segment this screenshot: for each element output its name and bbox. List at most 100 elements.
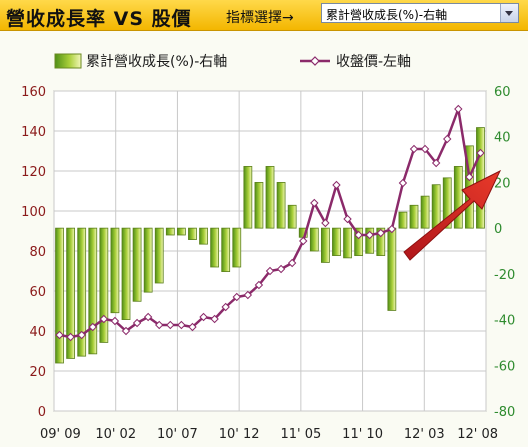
- bar-revenue-growth: [476, 127, 485, 229]
- line-point-marker: [88, 322, 97, 332]
- line-point-marker: [409, 144, 419, 154]
- x-axis-tick-label: 10' 02: [95, 427, 136, 442]
- line-point-marker: [199, 312, 208, 322]
- x-axis-tick-label: 11' 05: [280, 427, 321, 442]
- legend: 累計營收成長(%)-右軸 收盤價-左軸: [54, 53, 411, 70]
- line-point-marker: [287, 258, 297, 268]
- chevron-down-icon[interactable]: [500, 4, 518, 22]
- line-point-marker: [243, 290, 253, 300]
- bar-revenue-growth: [88, 227, 98, 355]
- bar-revenue-growth: [154, 227, 164, 284]
- bar-revenue-growth: [365, 227, 375, 254]
- x-axis-tick-label: 12' 03: [404, 427, 445, 442]
- right-axis-tick-label: 20: [494, 176, 511, 191]
- line-point-marker: [121, 326, 131, 336]
- bar-revenue-growth: [66, 227, 76, 359]
- x-axis-tick-label: 10' 12: [219, 427, 260, 442]
- line-point-marker: [376, 228, 385, 238]
- line-point-marker: [332, 180, 341, 190]
- bar-revenue-growth: [453, 166, 463, 229]
- left-axis-tick-label: 40: [29, 325, 46, 340]
- bar-revenue-growth: [398, 211, 408, 229]
- bar-revenue-growth: [232, 227, 242, 268]
- line-point-marker: [132, 318, 142, 328]
- right-axis-tick-label: 0: [494, 222, 502, 237]
- line-point-marker: [166, 320, 175, 330]
- line-point-marker: [110, 316, 120, 326]
- line-point-marker: [276, 264, 286, 274]
- line-point-marker: [177, 320, 186, 330]
- line-point-marker: [299, 236, 308, 246]
- bar-revenue-growth: [309, 227, 319, 252]
- bar-revenue-growth: [176, 227, 186, 236]
- indicator-selector-label: 指標選擇→: [226, 10, 294, 26]
- line-point-marker: [66, 332, 75, 342]
- right-axis-tick-label: -20: [494, 268, 515, 283]
- bar-revenue-growth: [265, 166, 275, 229]
- bar-revenue-growth: [143, 227, 153, 293]
- bar-revenue-growth: [221, 227, 231, 272]
- line-point-marker: [443, 134, 452, 144]
- bar-revenue-growth: [99, 227, 109, 343]
- line-point-marker: [143, 312, 153, 322]
- bar-revenue-growth: [188, 227, 197, 240]
- bar-revenue-growth: [320, 227, 330, 263]
- line-point-marker: [343, 214, 352, 224]
- right-axis-tick-label: 40: [494, 131, 511, 146]
- line-point-marker: [476, 148, 485, 158]
- line-point-marker: [77, 330, 86, 340]
- bar-revenue-growth: [276, 182, 286, 229]
- left-axis-tick-label: 140: [21, 125, 46, 140]
- line-point-marker: [232, 292, 241, 302]
- line-point-marker: [99, 314, 109, 324]
- line-point-marker: [420, 144, 430, 154]
- indicator-select-value: 累計營收成長(%)-右軸: [326, 8, 448, 22]
- bar-revenue-growth: [354, 227, 364, 256]
- chart-svg: 0 20 40 60 80 100 120 140 160 -80 -60 -40 -20 0 20 40 60…: [21, 53, 515, 442]
- right-axis-tick-label: 60: [494, 85, 511, 100]
- arrow-shape: [403, 169, 502, 261]
- line-point-marker: [365, 230, 374, 240]
- bar-revenue-growth: [55, 227, 64, 364]
- bar-revenue-growth: [376, 227, 386, 256]
- bar-revenue-growth: [199, 227, 208, 245]
- bar-revenue-growth: [110, 227, 120, 314]
- line-point-marker: [221, 302, 230, 312]
- left-axis-tick-label: 60: [29, 285, 46, 300]
- x-axis-tick-label: 10' 07: [157, 427, 198, 442]
- page-title: 營收成長率 VS 股價: [6, 8, 192, 30]
- left-axis-tick-label: 120: [21, 165, 46, 180]
- line-point-marker: [387, 224, 397, 234]
- line-point-marker: [398, 178, 408, 188]
- bar-revenue-growth: [431, 184, 441, 229]
- right-axis-tick-label: -40: [494, 314, 515, 329]
- bar-revenue-growth: [409, 204, 419, 229]
- left-axis-tick-label: 160: [21, 85, 46, 100]
- x-axis-tick-label: 11' 10: [342, 427, 383, 442]
- line-point-marker: [254, 280, 264, 290]
- line-point-marker: [55, 330, 64, 340]
- line-point-marker: [265, 266, 275, 276]
- legend-bar-label: 累計營收成長(%)-右軸: [86, 54, 227, 70]
- chart-area: 0 20 40 60 80 100 120 140 160 -80 -60 -40 -20 0 20 40 60…: [0, 31, 528, 447]
- indicator-select[interactable]: 累計營收成長(%)-右軸: [321, 3, 519, 23]
- x-axis-tick-label: 12' 08: [457, 427, 498, 442]
- line-point-marker: [188, 322, 197, 332]
- line-point-marker: [465, 172, 474, 182]
- line-series: [55, 104, 485, 342]
- line-point-marker: [431, 158, 441, 168]
- bar-revenue-growth: [420, 195, 430, 229]
- line-point-marker: [155, 320, 164, 330]
- line-point-marker: [354, 230, 363, 240]
- legend-bar-swatch: [54, 53, 82, 69]
- bar-revenue-growth: [287, 204, 297, 229]
- bar-revenue-growth: [77, 227, 87, 357]
- x-axis-tick-label: 09' 09: [40, 427, 81, 442]
- legend-line-label: 收盤價-左軸: [336, 53, 411, 70]
- red-arrow-annotation: [403, 169, 502, 261]
- header-bar: 營收成長率 VS 股價 指標選擇→ 累計營收成長(%)-右軸: [0, 0, 528, 31]
- line-point-marker: [310, 198, 319, 208]
- bar-revenue-growth: [442, 177, 452, 229]
- bar-revenue-growth: [387, 227, 397, 311]
- line-point-marker: [321, 218, 330, 228]
